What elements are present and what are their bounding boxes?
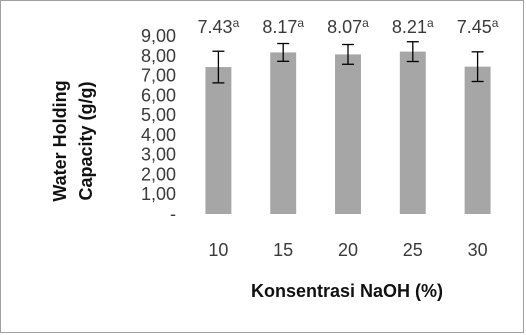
bar: [270, 52, 297, 214]
x-tick-label: 15: [273, 240, 293, 260]
data-label: 8.21a: [392, 16, 434, 37]
x-axis-title: Konsentrasi NaOH (%): [251, 281, 443, 301]
error-bars: [212, 41, 484, 84]
y-tick-label: 9,00: [141, 26, 176, 46]
data-label: 7.45a: [457, 16, 499, 37]
y-axis-title-line-2: Capacity (g/g): [76, 81, 96, 200]
error-bar: [406, 41, 419, 63]
data-labels: 7.43a 8.17a 8.07a 8.21a 7.45a: [198, 16, 499, 37]
y-tick-label: -: [170, 204, 176, 224]
x-tick-label: 25: [403, 240, 423, 260]
y-tick-label: 5,00: [141, 105, 176, 125]
bar: [399, 51, 426, 214]
y-tick-label: 4,00: [141, 125, 176, 145]
x-tick-label: 30: [468, 240, 488, 260]
data-label: 8.07a: [327, 16, 369, 37]
bars: [205, 51, 491, 215]
data-label-superscript: a: [492, 16, 499, 30]
error-bar: [342, 43, 354, 65]
data-label-superscript: a: [297, 16, 304, 30]
bar: [464, 66, 491, 215]
y-axis-title: Water Holding Capacity (g/g): [50, 80, 96, 201]
data-label-superscript: a: [233, 16, 240, 30]
bar: [205, 67, 232, 214]
data-label-superscript: a: [362, 16, 369, 30]
x-tick-label: 10: [208, 240, 228, 260]
data-label: 7.43a: [198, 16, 240, 37]
x-axis-ticks: 10 15 20 25 30: [208, 240, 487, 260]
y-tick-label: 1,00: [141, 184, 176, 204]
data-label-superscript: a: [427, 16, 434, 30]
y-axis-title-line-1: Water Holding: [50, 80, 70, 201]
data-label: 8.17a: [262, 16, 304, 37]
y-tick-label: 2,00: [141, 164, 176, 184]
y-tick-label: 3,00: [141, 145, 176, 165]
error-bar: [277, 42, 290, 62]
bar: [335, 54, 361, 214]
y-tick-label: 6,00: [141, 85, 176, 105]
x-tick-label: 20: [338, 240, 358, 260]
y-tick-label: 8,00: [141, 46, 176, 66]
y-axis-ticks: -1,002,003,004,005,006,007,008,009,00: [141, 26, 176, 224]
error-bar: [212, 50, 225, 84]
y-tick-label: 7,00: [141, 66, 176, 86]
error-bar: [471, 51, 484, 83]
